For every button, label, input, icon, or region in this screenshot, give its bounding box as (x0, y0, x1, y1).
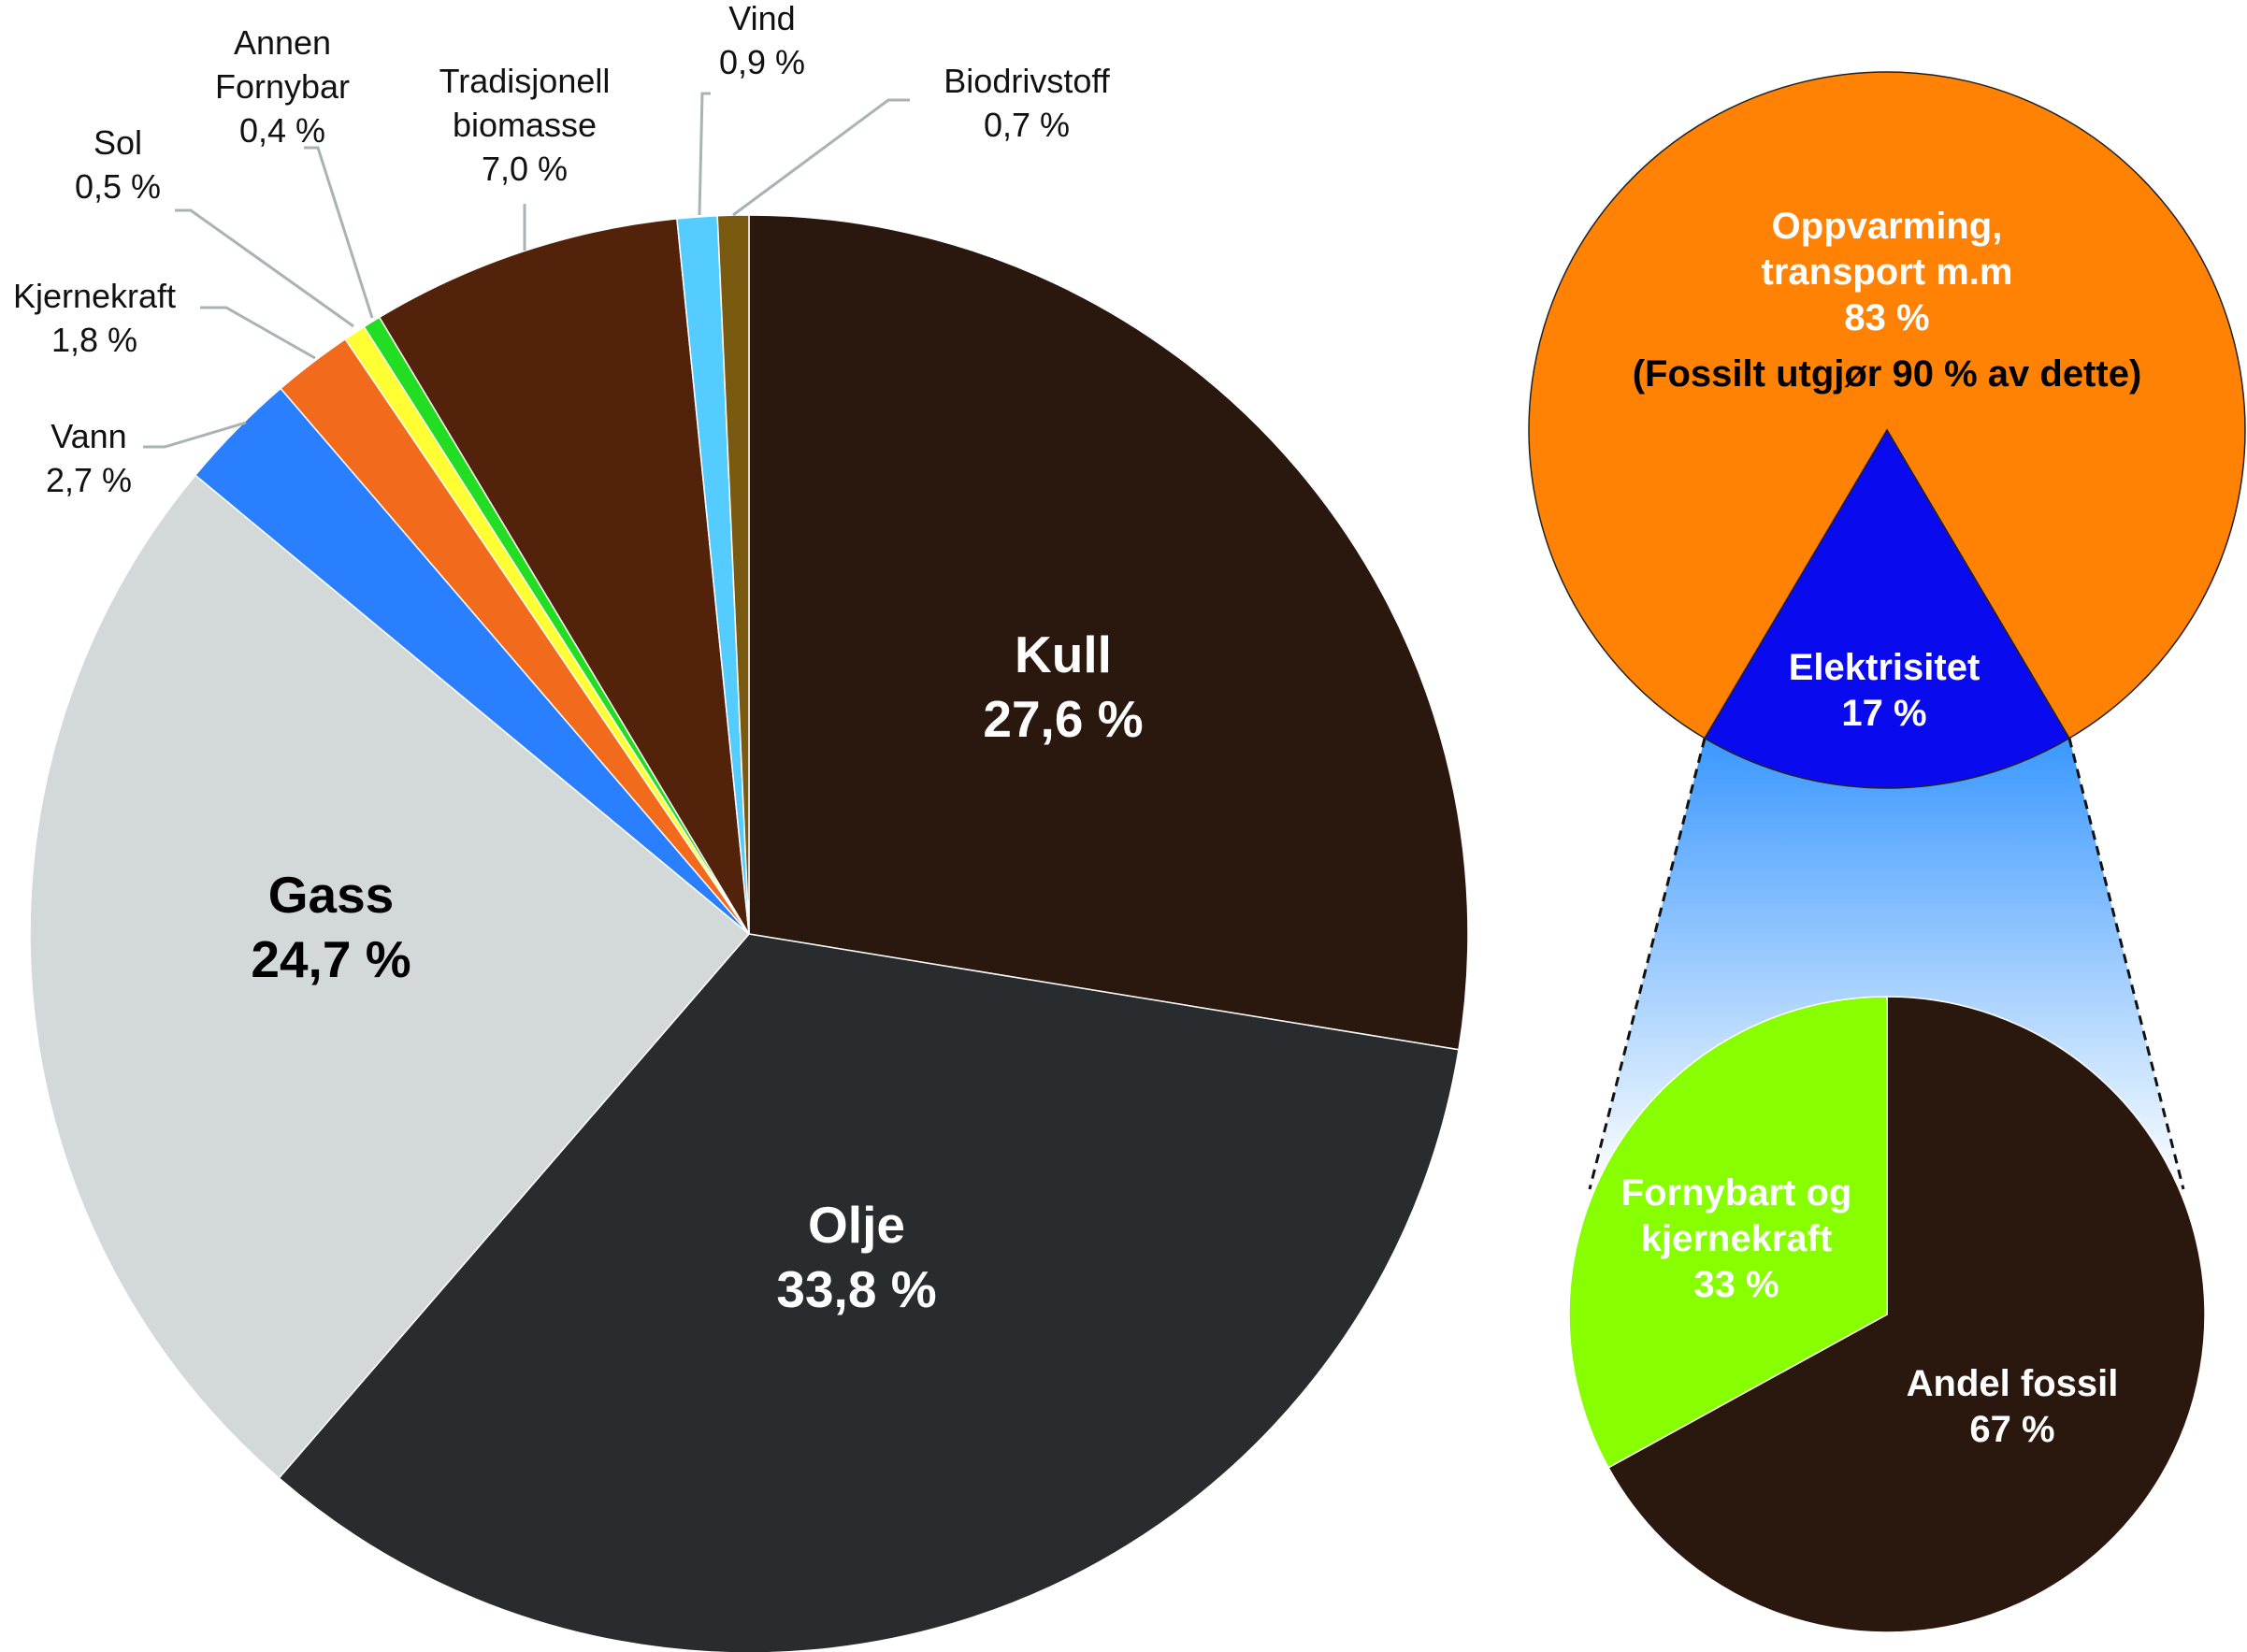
label-olje: Olje 33,8 % (776, 1196, 937, 1318)
energy-use-pie (1528, 71, 2246, 789)
leader-line-kjernekraft (200, 306, 316, 360)
label-fossil-note: (Fossilt utgjør 90 % av dette) (1632, 353, 2142, 395)
zoom-dashed-line-left (1588, 738, 1707, 1190)
label-andel-fossil: Andel fossil 67 % (1906, 1363, 2119, 1450)
pie-slice-fornybart-og-kjernekraft (1568, 996, 1888, 1469)
label-kull: Kull 27,6 % (983, 625, 1144, 748)
label-annen-fornybar: Annen Fornybar 0,4 % (214, 23, 351, 150)
label-gass: Gass 24,7 % (251, 866, 411, 988)
label-elektrisitet: Elektrisitet 17 % (1788, 647, 1981, 734)
pie-slice-elektrisitet (1704, 428, 2070, 789)
leader-line-vind (698, 92, 711, 216)
pie-slice-kull (748, 214, 1469, 1051)
pie-slice-biodrivstoff (716, 214, 750, 935)
label-tradisjonell-biomasse: Tradisjonell biomasse 7,0 % (439, 62, 611, 188)
label-oppvarming: Oppvarming, transport m.m 83 % (Fossilt utg… (1633, 204, 2142, 397)
main-pie (29, 214, 1469, 1652)
pie-slice-tradisjonell-biomasse (378, 218, 750, 935)
label-sol: Sol 0,5 % (74, 123, 162, 206)
pie-slice-olje (278, 933, 1460, 1652)
leader-lines (143, 92, 910, 449)
leader-line-vann (143, 421, 247, 449)
pie-slice-andel-fossil (1607, 996, 2206, 1633)
pie-slice-gass (29, 474, 751, 1480)
label-kjernekraft: Kjernekraft 1,8 % (12, 277, 177, 359)
leader-line-biodrivstoff (732, 98, 910, 217)
leader-line-annen (304, 146, 374, 319)
label-fornybart: Fornybart og kjernekraft 33 % (1620, 1172, 1852, 1305)
label-vann: Vann 2,7 % (45, 417, 133, 499)
electricity-source-pie (1568, 996, 2206, 1633)
label-biodrivstoff: Biodrivstoff 0,7 % (943, 62, 1110, 144)
pie-slice-oppvarming-transport-m-m (1528, 71, 2246, 740)
leader-line-sol (175, 208, 354, 328)
label-vind: Vind 0,9 % (718, 0, 806, 81)
zoom-dashed-line-right (2067, 738, 2185, 1190)
